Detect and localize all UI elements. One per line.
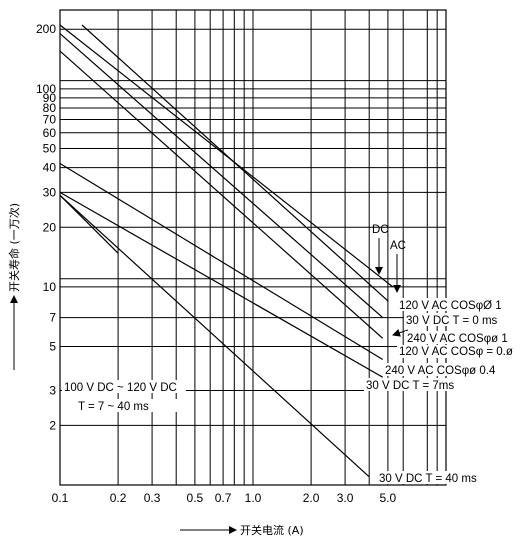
x-tick-label: 3.0 bbox=[337, 491, 354, 505]
dc-marker-label: DC bbox=[372, 224, 389, 236]
x-tick-label: 0.2 bbox=[110, 491, 127, 505]
y-tick-label: 200 bbox=[36, 22, 56, 36]
series-line-6 bbox=[59, 191, 383, 378]
arrow-240vac bbox=[392, 328, 409, 337]
tick-labels: 0.1 0.2 0.3 0.5 0.7 1.0 2.0 3.0 5.0 2 3 5 7 10 20 30 40 5… bbox=[36, 22, 397, 505]
series-line-2 bbox=[81, 24, 389, 302]
label-100vdc-line1: 100 V DC ~ 120 V DC bbox=[64, 382, 177, 394]
x-axis-title: 开关电流 (A) bbox=[180, 523, 304, 537]
y-tick-label: 2 bbox=[49, 418, 56, 432]
ac-marker-label: AC bbox=[390, 240, 406, 252]
y-tick-label: 7 bbox=[49, 311, 56, 325]
y-tick-label: 50 bbox=[43, 141, 57, 155]
label-120vac-cos04: 120 V AC COSφ = 0.ø bbox=[399, 346, 513, 358]
y-tick-label: 20 bbox=[43, 220, 57, 234]
label-30vdc-7ms: 30 V DC T = 7ms bbox=[366, 380, 454, 392]
x-tick-label: 5.0 bbox=[380, 491, 397, 505]
series-line-4 bbox=[59, 50, 384, 339]
svg-text:开关寿命 (一万次): 开关寿命 (一万次) bbox=[7, 203, 21, 292]
label-240vac-cos04: 240 V AC COSφø 0.4 bbox=[385, 365, 496, 377]
y-tick-label: 90 bbox=[43, 91, 57, 105]
series-lines bbox=[59, 24, 394, 478]
label-240vac-cos1: 240 V AC COSφø 1 bbox=[407, 333, 508, 345]
label-120vac-cos1: 120 V AC COSφØ 1 bbox=[399, 300, 502, 312]
x-tick-label: 0.3 bbox=[144, 491, 161, 505]
x-tick-label: 0.7 bbox=[215, 491, 232, 505]
series-line-5 bbox=[59, 162, 384, 361]
series-line-7 bbox=[59, 194, 119, 254]
x-tick-label: 2.0 bbox=[303, 491, 320, 505]
label-30vdc-40ms: 30 V DC T = 40 ms bbox=[379, 473, 477, 485]
y-tick-label: 10 bbox=[43, 280, 57, 294]
y-tick-label: 3 bbox=[49, 383, 56, 397]
grid bbox=[60, 10, 446, 485]
x-tick-label: 0.1 bbox=[52, 491, 69, 505]
y-tick-label: 70 bbox=[43, 113, 57, 127]
y-tick-label: 60 bbox=[43, 126, 57, 140]
x-tick-label: 1.0 bbox=[245, 491, 262, 505]
y-tick-label: 40 bbox=[43, 161, 57, 175]
y-tick-label: 30 bbox=[43, 185, 57, 199]
plot-frame bbox=[59, 9, 447, 486]
series-line-3 bbox=[59, 33, 384, 319]
y-tick-label: 100 bbox=[36, 82, 56, 96]
y-tick-label: 5 bbox=[49, 340, 56, 354]
y-axis-title: 开关寿命 (一万次) bbox=[7, 203, 21, 370]
label-30vdc-0ms: 30 V DC T = 0 ms bbox=[406, 315, 498, 327]
label-100vdc-line2: T = 7 ~ 40 ms bbox=[78, 401, 149, 413]
x-tick-label: 0.5 bbox=[187, 491, 204, 505]
y-tick-label: 80 bbox=[43, 101, 57, 115]
svg-text:开关电流 (A): 开关电流 (A) bbox=[240, 523, 304, 537]
series-line-8 bbox=[59, 194, 370, 478]
